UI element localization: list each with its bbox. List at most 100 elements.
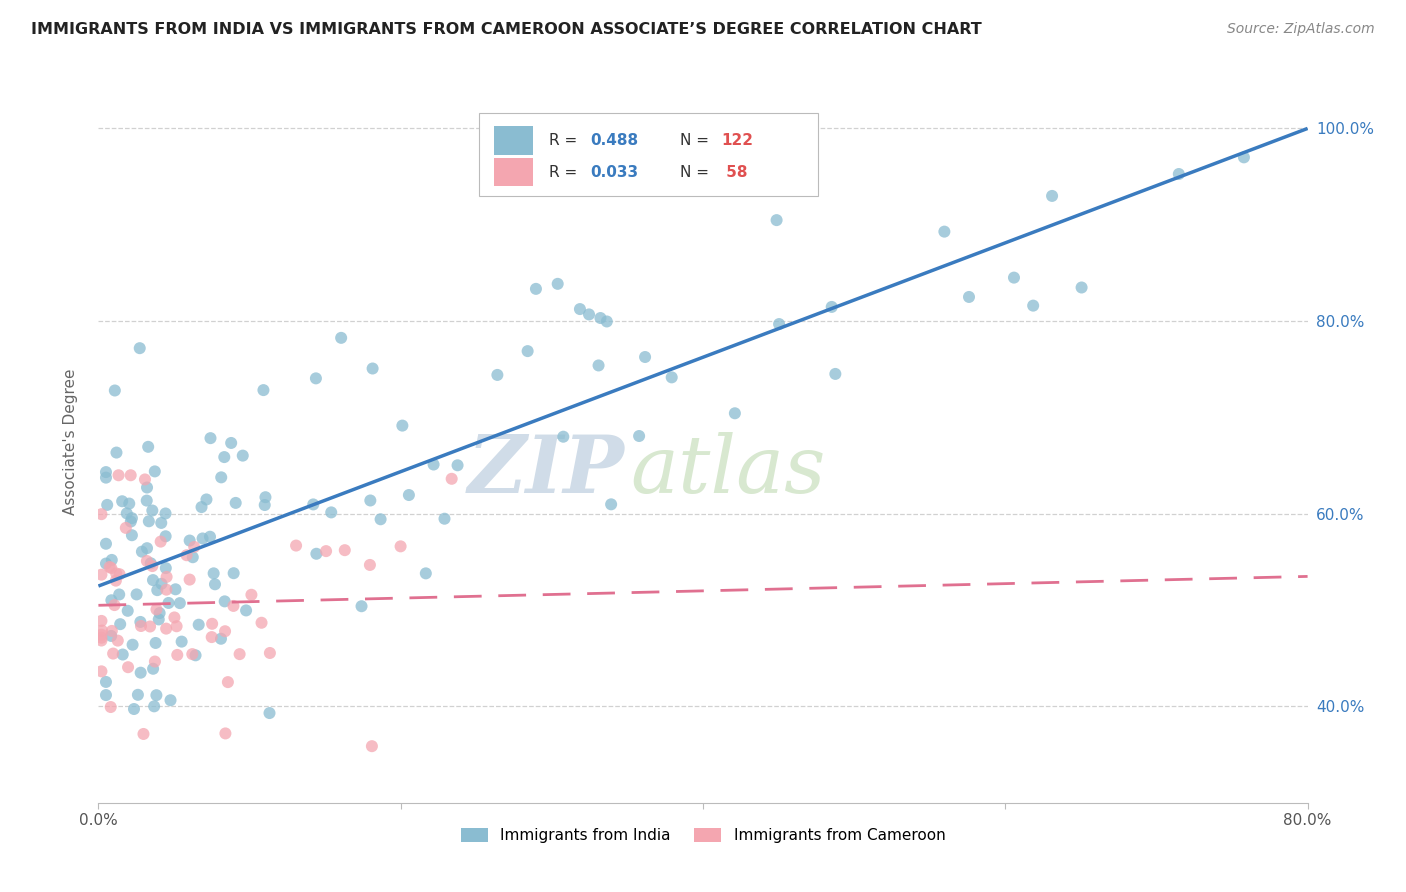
Point (104, 574, 127, 588)
Point (232, 449, 254, 463)
Point (145, 688, 167, 702)
Point (91, 624, 114, 638)
Point (143, 699, 166, 714)
Point (190, 500, 212, 514)
Point (209, 632, 232, 646)
Point (100, 629, 122, 643)
Point (252, 383, 274, 397)
Point (305, 371, 328, 385)
Point (201, 616, 224, 631)
Point (136, 541, 159, 556)
Bar (494, 158, 533, 186)
Point (398, 488, 420, 502)
Point (141, 503, 163, 517)
Point (108, 617, 131, 632)
Point (94, 688, 117, 702)
Point (768, 317, 790, 331)
Point (634, 350, 657, 364)
Point (187, 617, 209, 632)
Point (250, 615, 273, 630)
Point (94, 465, 117, 479)
Point (225, 496, 247, 510)
Point (661, 370, 683, 384)
Point (254, 490, 277, 504)
Point (155, 529, 177, 543)
Point (415, 566, 437, 581)
Point (568, 301, 591, 316)
Text: atlas: atlas (630, 432, 825, 509)
Point (149, 534, 172, 549)
Point (596, 314, 619, 328)
Point (628, 429, 651, 443)
Point (155, 582, 177, 597)
Point (209, 470, 232, 484)
Point (934, 225, 956, 239)
Point (389, 539, 412, 553)
Point (1040, 189, 1063, 203)
Point (600, 497, 623, 511)
Point (125, 587, 148, 601)
Point (134, 473, 156, 487)
Text: IMMIGRANTS FROM INDIA VS IMMIGRANTS FROM CAMEROON ASSOCIATE’S DEGREE CORRELATION: IMMIGRANTS FROM INDIA VS IMMIGRANTS FROM… (31, 22, 981, 37)
Point (128, 341, 150, 355)
Point (824, 367, 846, 381)
Point (148, 612, 170, 626)
Point (588, 359, 610, 373)
Point (179, 533, 201, 548)
Point (150, 516, 173, 530)
Point (183, 540, 205, 554)
Point (201, 630, 224, 644)
Point (222, 599, 245, 613)
Text: N =: N = (681, 133, 714, 148)
Point (547, 277, 569, 291)
Point (253, 498, 276, 512)
Point (155, 622, 177, 636)
Point (136, 481, 159, 495)
Point (146, 583, 169, 598)
Point (285, 539, 308, 553)
Point (101, 647, 124, 661)
Point (179, 573, 201, 587)
Legend: Immigrants from India, Immigrants from Cameroon: Immigrants from India, Immigrants from C… (454, 822, 952, 849)
Point (589, 311, 612, 326)
Point (155, 570, 177, 584)
Point (98, 560, 121, 574)
Point (217, 675, 239, 690)
Point (129, 615, 152, 629)
Point (138, 514, 160, 528)
Point (302, 497, 325, 511)
Point (108, 567, 131, 582)
Point (163, 610, 186, 624)
Point (132, 727, 155, 741)
Point (105, 445, 128, 459)
Point (214, 594, 236, 608)
Point (122, 702, 145, 716)
Point (446, 458, 468, 473)
Point (145, 636, 167, 650)
Point (821, 300, 844, 314)
Text: R =: R = (550, 133, 582, 148)
Text: N =: N = (681, 164, 714, 179)
Text: ZIP: ZIP (468, 432, 624, 509)
Point (219, 436, 242, 450)
Point (105, 566, 128, 581)
Point (200, 431, 222, 445)
Text: 0.488: 0.488 (591, 133, 638, 148)
Point (259, 646, 281, 660)
Point (159, 693, 181, 707)
Point (333, 543, 356, 558)
FancyBboxPatch shape (479, 112, 818, 196)
Point (433, 512, 456, 526)
Point (361, 361, 384, 376)
Point (184, 648, 207, 663)
Point (115, 507, 138, 521)
Point (90, 628, 112, 642)
Point (145, 602, 167, 616)
Point (553, 430, 575, 444)
Point (222, 566, 245, 581)
Point (150, 576, 173, 591)
Point (100, 593, 122, 607)
Point (166, 648, 188, 662)
Point (94, 557, 117, 571)
Point (107, 633, 129, 648)
